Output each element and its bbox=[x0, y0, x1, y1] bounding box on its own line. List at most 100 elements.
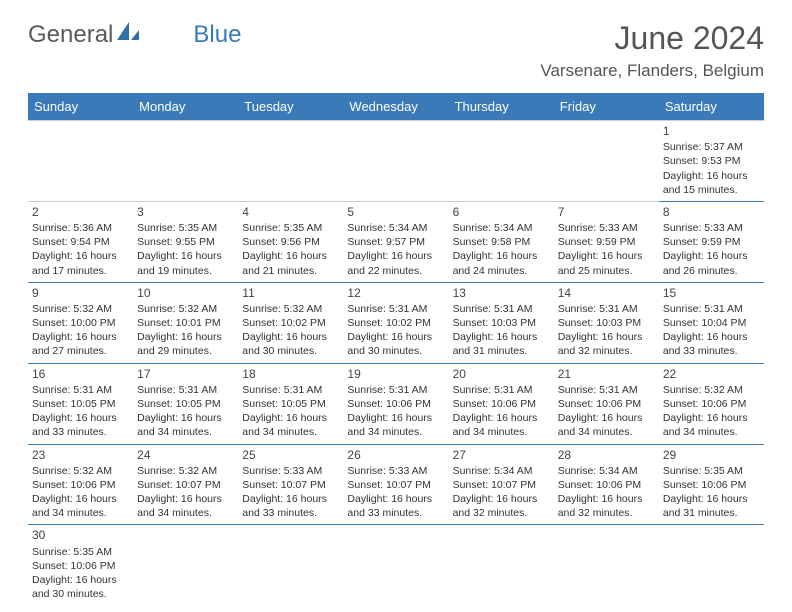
sunset-text: Sunset: 10:05 PM bbox=[32, 397, 129, 411]
daylight-text: Daylight: 16 hours and 30 minutes. bbox=[242, 330, 339, 358]
daylight-text: Daylight: 16 hours and 30 minutes. bbox=[32, 573, 129, 601]
location-label: Varsenare, Flanders, Belgium bbox=[540, 61, 764, 81]
calendar-row: 1Sunrise: 5:37 AMSunset: 9:53 PMDaylight… bbox=[28, 121, 764, 202]
sunset-text: Sunset: 10:07 PM bbox=[347, 478, 444, 492]
day-number: 10 bbox=[137, 285, 234, 301]
sunrise-text: Sunrise: 5:34 AM bbox=[347, 221, 444, 235]
daylight-text: Daylight: 16 hours and 34 minutes. bbox=[137, 492, 234, 520]
calendar-cell: 1Sunrise: 5:37 AMSunset: 9:53 PMDaylight… bbox=[659, 121, 764, 202]
daylight-text: Daylight: 16 hours and 33 minutes. bbox=[663, 330, 760, 358]
daylight-text: Daylight: 16 hours and 34 minutes. bbox=[663, 411, 760, 439]
sunset-text: Sunset: 10:03 PM bbox=[453, 316, 550, 330]
sail-icon bbox=[115, 20, 141, 49]
calendar-cell bbox=[133, 525, 238, 605]
sunset-text: Sunset: 9:53 PM bbox=[663, 154, 760, 168]
day-number: 16 bbox=[32, 366, 129, 382]
day-header: Monday bbox=[133, 93, 238, 121]
calendar-cell bbox=[343, 121, 448, 202]
sunrise-text: Sunrise: 5:34 AM bbox=[558, 464, 655, 478]
sunset-text: Sunset: 9:59 PM bbox=[663, 235, 760, 249]
calendar-cell: 23Sunrise: 5:32 AMSunset: 10:06 PMDaylig… bbox=[28, 444, 133, 525]
calendar-cell: 16Sunrise: 5:31 AMSunset: 10:05 PMDaylig… bbox=[28, 363, 133, 444]
sunrise-text: Sunrise: 5:31 AM bbox=[453, 302, 550, 316]
day-number: 6 bbox=[453, 204, 550, 220]
sunrise-text: Sunrise: 5:35 AM bbox=[137, 221, 234, 235]
sunset-text: Sunset: 10:00 PM bbox=[32, 316, 129, 330]
sunrise-text: Sunrise: 5:33 AM bbox=[558, 221, 655, 235]
sunrise-text: Sunrise: 5:35 AM bbox=[663, 464, 760, 478]
calendar-cell: 28Sunrise: 5:34 AMSunset: 10:06 PMDaylig… bbox=[554, 444, 659, 525]
day-number: 13 bbox=[453, 285, 550, 301]
calendar-cell: 5Sunrise: 5:34 AMSunset: 9:57 PMDaylight… bbox=[343, 201, 448, 282]
calendar-row: 30Sunrise: 5:35 AMSunset: 10:06 PMDaylig… bbox=[28, 525, 764, 605]
daylight-text: Daylight: 16 hours and 34 minutes. bbox=[558, 411, 655, 439]
sunrise-text: Sunrise: 5:32 AM bbox=[32, 302, 129, 316]
day-number: 23 bbox=[32, 447, 129, 463]
sunset-text: Sunset: 10:02 PM bbox=[242, 316, 339, 330]
sunset-text: Sunset: 10:06 PM bbox=[558, 478, 655, 492]
calendar-row: 9Sunrise: 5:32 AMSunset: 10:00 PM Dayligh… bbox=[28, 282, 764, 363]
day-header: Sunday bbox=[28, 93, 133, 121]
sunset-text: Sunset: 10:07 PM bbox=[242, 478, 339, 492]
calendar-cell: 27Sunrise: 5:34 AMSunset: 10:07 PMDaylig… bbox=[449, 444, 554, 525]
day-header: Tuesday bbox=[238, 93, 343, 121]
calendar-row: 2Sunrise: 5:36 AMSunset: 9:54 PMDaylight… bbox=[28, 201, 764, 282]
sunrise-text: Sunrise: 5:34 AM bbox=[453, 464, 550, 478]
calendar-cell bbox=[554, 525, 659, 605]
sunrise-text: Sunrise: 5:35 AM bbox=[242, 221, 339, 235]
calendar-cell: 19Sunrise: 5:31 AMSunset: 10:06 PMDaylig… bbox=[343, 363, 448, 444]
daylight-text: Daylight: 16 hours and 32 minutes. bbox=[558, 492, 655, 520]
sunset-text: Sunset: 10:06 PM bbox=[558, 397, 655, 411]
day-number: 3 bbox=[137, 204, 234, 220]
sunset-text: Sunset: 10:06 PM bbox=[32, 559, 129, 573]
logo: General Blue bbox=[28, 20, 241, 49]
calendar-cell bbox=[133, 121, 238, 202]
logo-text-general: General bbox=[28, 21, 113, 49]
daylight-text: Daylight: 16 hours and 17 minutes. bbox=[32, 249, 129, 277]
page-title: June 2024 bbox=[540, 20, 764, 57]
calendar-cell bbox=[449, 525, 554, 605]
day-number: 15 bbox=[663, 285, 760, 301]
calendar-cell: 26Sunrise: 5:33 AMSunset: 10:07 PMDaylig… bbox=[343, 444, 448, 525]
calendar-cell: 11Sunrise: 5:32 AMSunset: 10:02 PMDaylig… bbox=[238, 282, 343, 363]
daylight-text: Daylight: 16 hours and 34 minutes. bbox=[32, 492, 129, 520]
daylight-text: Daylight: 16 hours and 26 minutes. bbox=[663, 249, 760, 277]
sunset-text: Sunset: 9:54 PM bbox=[32, 235, 129, 249]
logo-text-blue: Blue bbox=[193, 21, 241, 49]
sunset-text: Sunset: 10:02 PM bbox=[347, 316, 444, 330]
sunrise-text: Sunrise: 5:31 AM bbox=[663, 302, 760, 316]
calendar-cell bbox=[554, 121, 659, 202]
sunset-text: Sunset: 10:06 PM bbox=[663, 478, 760, 492]
day-number: 2 bbox=[32, 204, 129, 220]
day-number: 25 bbox=[242, 447, 339, 463]
calendar-cell: 25Sunrise: 5:33 AMSunset: 10:07 PMDaylig… bbox=[238, 444, 343, 525]
sunrise-text: Sunrise: 5:36 AM bbox=[32, 221, 129, 235]
day-number: 27 bbox=[453, 447, 550, 463]
calendar-table: Sunday Monday Tuesday Wednesday Thursday… bbox=[28, 93, 764, 605]
day-header: Saturday bbox=[659, 93, 764, 121]
day-number: 4 bbox=[242, 204, 339, 220]
day-number: 26 bbox=[347, 447, 444, 463]
daylight-text: Daylight: 16 hours and 31 minutes. bbox=[663, 492, 760, 520]
day-number: 9 bbox=[32, 285, 129, 301]
calendar-cell: 12Sunrise: 5:31 AMSunset: 10:02 PMDaylig… bbox=[343, 282, 448, 363]
sunrise-text: Sunrise: 5:31 AM bbox=[242, 383, 339, 397]
title-block: June 2024 Varsenare, Flanders, Belgium bbox=[540, 20, 764, 89]
sunrise-text: Sunrise: 5:34 AM bbox=[453, 221, 550, 235]
daylight-text: Daylight: 16 hours and 19 minutes. bbox=[137, 249, 234, 277]
sunset-text: Sunset: 9:59 PM bbox=[558, 235, 655, 249]
sunset-text: Sunset: 10:06 PM bbox=[453, 397, 550, 411]
sunrise-text: Sunrise: 5:31 AM bbox=[347, 302, 444, 316]
daylight-text: Daylight: 16 hours and 30 minutes. bbox=[347, 330, 444, 358]
sunset-text: Sunset: 10:04 PM bbox=[663, 316, 760, 330]
sunset-text: Sunset: 10:05 PM bbox=[242, 397, 339, 411]
calendar-cell bbox=[238, 121, 343, 202]
calendar-cell: 2Sunrise: 5:36 AMSunset: 9:54 PMDaylight… bbox=[28, 201, 133, 282]
calendar-cell bbox=[28, 121, 133, 202]
calendar-cell: 8Sunrise: 5:33 AMSunset: 9:59 PMDaylight… bbox=[659, 201, 764, 282]
day-header: Wednesday bbox=[343, 93, 448, 121]
day-header-row: Sunday Monday Tuesday Wednesday Thursday… bbox=[28, 93, 764, 121]
daylight-text: Daylight: 16 hours and 34 minutes. bbox=[453, 411, 550, 439]
daylight-text: Daylight: 16 hours and 33 minutes. bbox=[32, 411, 129, 439]
sunrise-text: Sunrise: 5:33 AM bbox=[347, 464, 444, 478]
